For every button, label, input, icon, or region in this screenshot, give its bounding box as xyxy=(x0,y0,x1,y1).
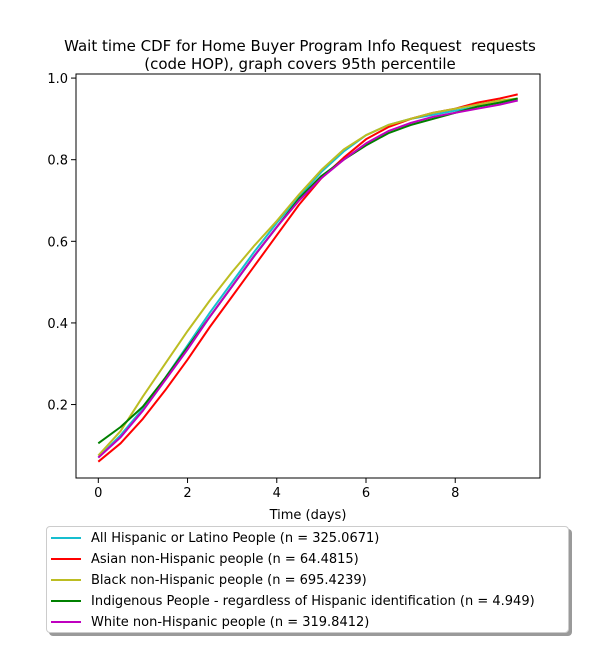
chart-title-line-2: (code HOP), graph covers 95th percentile xyxy=(144,55,456,73)
legend-label: Black non-Hispanic people (n = 695.4239) xyxy=(91,572,367,588)
legend-swatch xyxy=(51,621,81,623)
chart-title-line-1: Wait time CDF for Home Buyer Program Inf… xyxy=(64,37,536,55)
x-tick-label: 6 xyxy=(362,486,370,501)
series-line-3 xyxy=(97,97,518,445)
legend-swatch xyxy=(51,537,81,539)
legend-swatch xyxy=(51,579,81,581)
legend-item-asian: Asian non-Hispanic people (n = 64.4815) xyxy=(51,549,359,569)
legend-item-white: White non-Hispanic people (n = 319.8412) xyxy=(51,612,369,632)
legend-item-black: Black non-Hispanic people (n = 695.4239) xyxy=(51,570,367,590)
x-axis-label: Time (days) xyxy=(269,508,347,523)
legend-item-indigenous: Indigenous People - regardless of Hispan… xyxy=(51,591,535,611)
y-tick-label: 0.2 xyxy=(47,399,68,414)
plot-frame xyxy=(75,73,541,479)
series-line-0 xyxy=(97,99,518,459)
legend-label: All Hispanic or Latino People (n = 325.0… xyxy=(91,530,380,546)
x-tick-label: 2 xyxy=(183,486,191,501)
y-tick-label: 1.0 xyxy=(47,72,68,87)
legend-label: Indigenous People - regardless of Hispan… xyxy=(91,593,535,609)
series-line-1 xyxy=(97,93,518,463)
legend-label: White non-Hispanic people (n = 319.8412) xyxy=(91,614,370,630)
legend-swatch xyxy=(51,558,81,560)
x-tick-label: 4 xyxy=(273,486,281,501)
x-tick-label: 8 xyxy=(451,486,459,501)
y-tick-label: 0.4 xyxy=(47,317,68,332)
legend-item-all-hispanic: All Hispanic or Latino People (n = 325.0… xyxy=(51,528,379,548)
series-line-2 xyxy=(97,97,518,457)
x-tick-label: 0 xyxy=(94,486,102,501)
legend-label: Asian non-Hispanic people (n = 64.4815) xyxy=(91,551,359,567)
y-tick-label: 0.8 xyxy=(47,154,68,169)
chart-legend: All Hispanic or Latino People (n = 325.0… xyxy=(46,526,569,633)
legend-swatch xyxy=(51,600,81,602)
y-tick-label: 0.6 xyxy=(47,235,68,250)
series-line-4 xyxy=(97,99,518,459)
